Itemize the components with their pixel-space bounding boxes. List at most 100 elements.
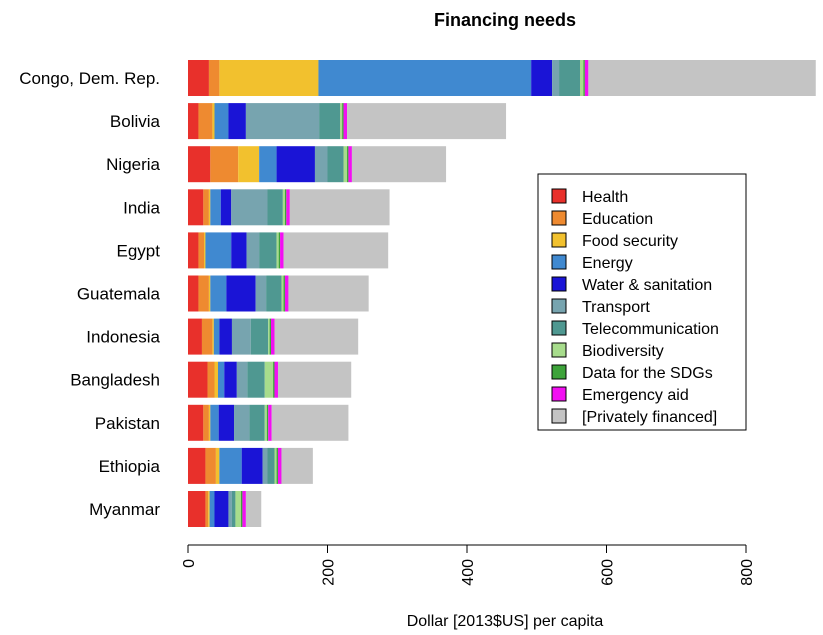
bar-segment [274, 361, 278, 398]
bar-segment [228, 491, 232, 527]
legend-label: Telecommunication [582, 321, 719, 338]
bar-segment [255, 275, 267, 312]
bar-segment [318, 60, 532, 96]
category-label: Ethiopia [99, 457, 161, 476]
bar-segment [268, 318, 270, 355]
bar-segment [580, 60, 584, 96]
bar-segment [273, 361, 275, 398]
category-label: Bangladesh [70, 371, 160, 390]
category-label: Myanmar [89, 500, 160, 519]
bar-segment [343, 103, 348, 140]
bar-segment [288, 275, 369, 312]
bar-segment [188, 447, 206, 484]
legend-label: Health [582, 189, 628, 206]
bar-segment [246, 232, 260, 269]
bar-segment [559, 60, 580, 96]
legend-swatch [551, 232, 567, 248]
bar-segment [262, 447, 268, 484]
legend-swatch [551, 298, 567, 314]
bar-segment [266, 275, 282, 312]
bar-segment [266, 404, 269, 441]
x-axis: 0 200 400 600 800 [181, 544, 756, 586]
legend-swatch [551, 342, 567, 358]
bar-segment [231, 189, 268, 226]
bar-segment [274, 447, 277, 484]
legend-label: [Privately financed] [582, 409, 717, 426]
bar-segment [283, 232, 389, 269]
legend-swatch [551, 210, 567, 226]
bar-segment [203, 189, 209, 226]
legend-label: Food security [582, 233, 678, 250]
bar-segment [188, 491, 206, 527]
bar-segment [219, 318, 232, 355]
bar-segment [531, 60, 553, 96]
bar-segment [208, 275, 211, 312]
bar-segment [214, 361, 218, 398]
bar-segment [210, 275, 227, 312]
bar-segment [281, 447, 313, 484]
legend-label: Transport [582, 299, 650, 316]
bar-segment [208, 189, 211, 226]
bar-segment [245, 491, 262, 527]
bar-segment [276, 232, 279, 269]
bar-segment [250, 318, 269, 355]
bar-segment [203, 404, 209, 441]
bar-segment [212, 103, 215, 140]
bar-segment [276, 146, 315, 183]
bar-segment [204, 232, 206, 269]
bar-segment [198, 232, 205, 269]
bar-segment [281, 275, 284, 312]
bar-segment [351, 146, 447, 183]
legend-label: Emergency aid [582, 387, 689, 404]
bar-segment [242, 491, 246, 527]
bar-segment [327, 146, 344, 183]
bar-segment [198, 103, 213, 140]
bar-segment [231, 232, 247, 269]
legend-box [537, 173, 747, 431]
x-axis-title: Dollar [2013$US] per capita [407, 613, 604, 630]
legend-swatch [551, 188, 567, 204]
legend-swatch [551, 386, 567, 402]
bar-segment [280, 232, 284, 269]
bar-segment [214, 491, 229, 527]
bar-segment [289, 189, 390, 226]
bar-segment [347, 103, 507, 140]
bar-segment [238, 146, 260, 183]
bar-segment [267, 189, 283, 226]
bar-segment [188, 361, 208, 398]
bar-segment [188, 404, 204, 441]
legend-label: Water & sanitation [582, 277, 712, 294]
bar-segment [278, 232, 281, 269]
bar-segment [226, 275, 256, 312]
bar-segment [245, 103, 320, 140]
bar-segment [201, 318, 213, 355]
bar-segment [276, 447, 278, 484]
bar-segment [284, 275, 289, 312]
legend-swatch [551, 254, 567, 270]
bar-segment [188, 189, 204, 226]
legend-swatch [551, 364, 567, 380]
bar-segment [269, 318, 271, 355]
bar-segment [259, 146, 277, 183]
bar-segment [235, 491, 242, 527]
bar-segment [205, 491, 209, 527]
bar-segment [207, 361, 215, 398]
bar-segment [277, 447, 282, 484]
bar-segment [188, 103, 199, 140]
bar-segment [231, 318, 251, 355]
bar-segment [205, 232, 232, 269]
bar-segment [188, 60, 209, 96]
bar-segment [241, 447, 263, 484]
bar-segment [210, 146, 239, 183]
bar-segment [282, 189, 285, 226]
bar-segment [588, 60, 816, 96]
bar-segment [343, 146, 348, 183]
bar-segment [188, 318, 202, 355]
bar-segment [208, 491, 210, 527]
legend-swatch [551, 320, 567, 336]
category-label: Bolivia [110, 112, 161, 131]
bar-segment [208, 60, 220, 96]
category-labels: Congo, Dem. Rep. Bolivia Nigeria India Egypt… [19, 69, 160, 519]
category-label: Indonesia [86, 328, 160, 347]
x-tick-label: 0 [181, 559, 198, 568]
